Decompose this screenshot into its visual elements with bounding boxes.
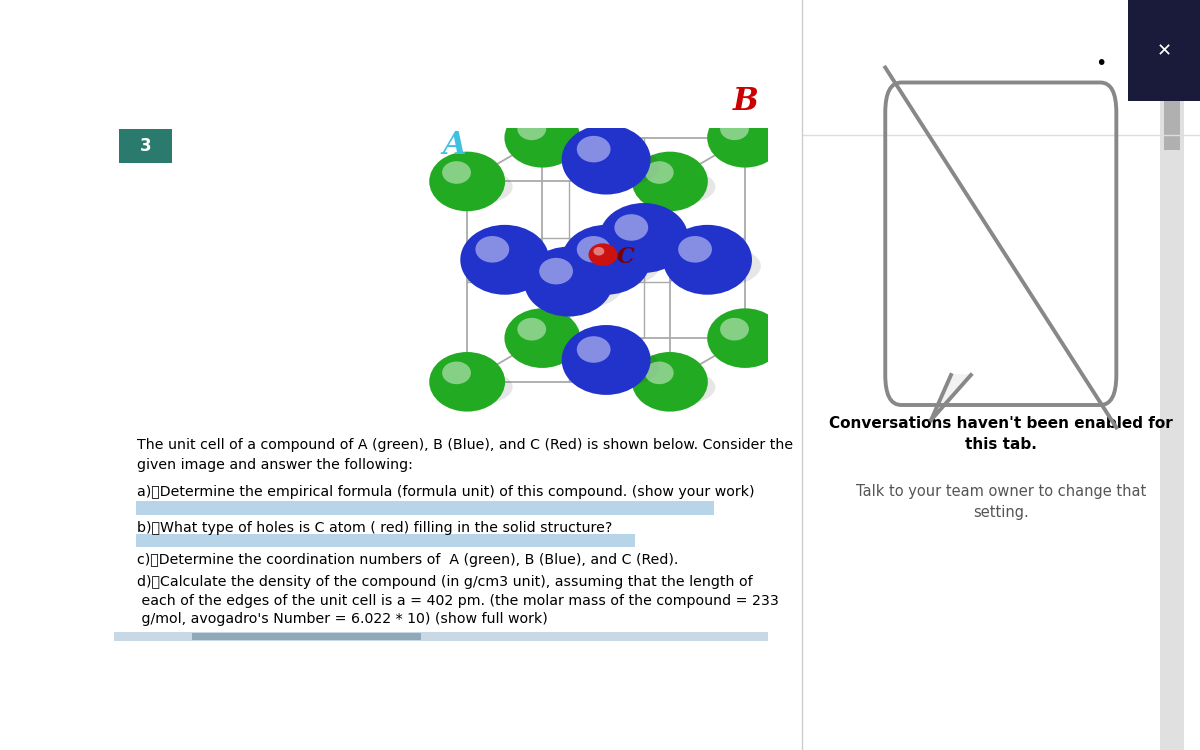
Circle shape (644, 362, 673, 384)
Circle shape (593, 247, 605, 256)
Circle shape (614, 214, 648, 241)
FancyBboxPatch shape (119, 128, 173, 164)
Circle shape (577, 136, 611, 163)
FancyBboxPatch shape (192, 633, 421, 640)
Ellipse shape (672, 245, 761, 287)
Ellipse shape (570, 245, 660, 287)
FancyBboxPatch shape (802, 0, 1200, 135)
Circle shape (664, 225, 752, 295)
Circle shape (577, 236, 611, 262)
Circle shape (720, 318, 749, 340)
Circle shape (599, 203, 689, 273)
Circle shape (707, 308, 784, 368)
Text: B: B (732, 86, 758, 117)
Text: C: C (617, 246, 635, 268)
Text: •: • (1094, 54, 1106, 74)
Ellipse shape (640, 369, 715, 405)
FancyBboxPatch shape (1160, 0, 1184, 750)
Text: c)	Determine the coordination numbers of  A (green), B (Blue), and C (Red).: c) Determine the coordination numbers of… (137, 553, 678, 567)
Ellipse shape (592, 250, 620, 263)
Text: The unit cell of a compound of A (green), B (Blue), and C (Red) is shown below. : The unit cell of a compound of A (green)… (137, 438, 793, 472)
Circle shape (707, 108, 784, 167)
Circle shape (504, 108, 581, 167)
Circle shape (577, 336, 611, 363)
Polygon shape (931, 375, 971, 420)
Text: a)	Determine the empirical formula (formula unit) of this compound. (show your w: a) Determine the empirical formula (form… (137, 484, 755, 499)
Circle shape (644, 161, 673, 184)
Ellipse shape (640, 169, 715, 205)
Circle shape (539, 258, 572, 284)
Circle shape (562, 325, 650, 395)
Text: A: A (443, 130, 466, 161)
Text: 3: 3 (139, 137, 151, 155)
Ellipse shape (437, 369, 512, 405)
Circle shape (562, 124, 650, 194)
Text: b)	What type of holes is C atom ( red) filling in the solid structure?: b) What type of holes is C atom ( red) f… (137, 521, 612, 535)
Circle shape (678, 236, 712, 262)
Ellipse shape (715, 125, 791, 161)
FancyBboxPatch shape (1128, 0, 1200, 101)
FancyBboxPatch shape (136, 501, 714, 515)
Circle shape (517, 318, 546, 340)
Ellipse shape (570, 345, 660, 387)
Circle shape (475, 236, 509, 262)
Circle shape (632, 352, 708, 412)
Circle shape (442, 161, 470, 184)
Circle shape (517, 118, 546, 140)
Ellipse shape (608, 224, 697, 266)
Text: ✕: ✕ (1157, 42, 1171, 60)
FancyBboxPatch shape (1164, 60, 1180, 150)
Ellipse shape (512, 326, 588, 362)
FancyBboxPatch shape (114, 632, 768, 641)
Circle shape (430, 152, 505, 211)
Circle shape (720, 118, 749, 140)
Circle shape (588, 243, 617, 266)
Ellipse shape (437, 169, 512, 205)
Circle shape (524, 247, 613, 316)
Circle shape (562, 225, 650, 295)
Ellipse shape (512, 125, 588, 161)
Ellipse shape (570, 145, 660, 187)
Circle shape (430, 352, 505, 412)
Ellipse shape (533, 267, 622, 309)
Ellipse shape (469, 245, 558, 287)
Circle shape (461, 225, 550, 295)
Circle shape (442, 362, 470, 384)
Circle shape (632, 152, 708, 211)
FancyBboxPatch shape (136, 534, 635, 548)
Ellipse shape (715, 326, 791, 362)
Text: d)	Calculate the density of the compound (in g/cm3 unit), assuming that the leng: d) Calculate the density of the compound… (137, 575, 779, 626)
Text: Conversations haven't been enabled for
this tab.: Conversations haven't been enabled for t… (829, 416, 1172, 452)
Text: Talk to your team owner to change that
setting.: Talk to your team owner to change that s… (856, 484, 1146, 520)
Circle shape (504, 308, 581, 368)
